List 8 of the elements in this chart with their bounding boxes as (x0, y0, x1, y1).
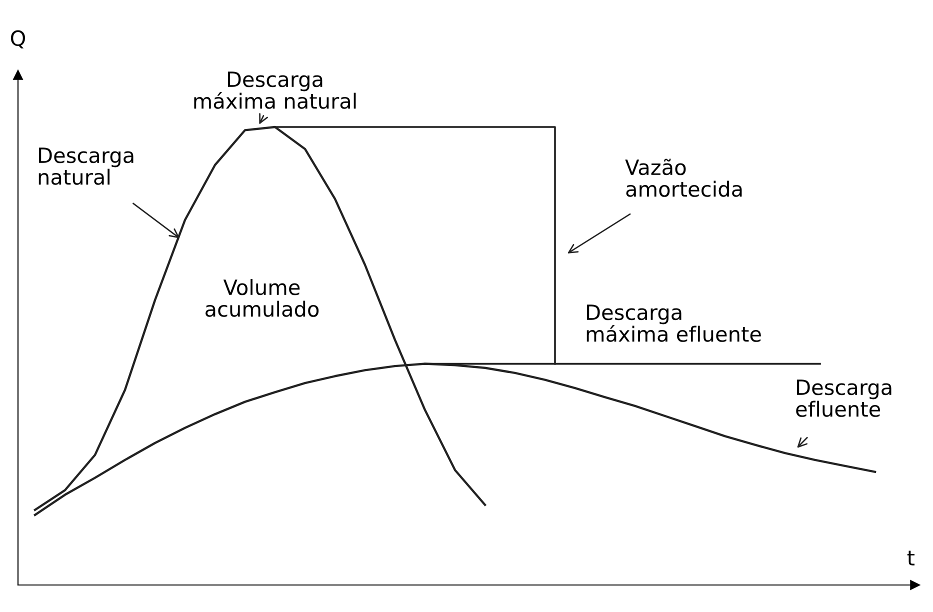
x-axis-title: t (907, 550, 914, 566)
text: Descarga máxima natural (194, 72, 356, 109)
y-axis-title: Q (10, 30, 26, 48)
annotation: Vazão amortecida (625, 158, 742, 197)
annotation: Volume acumulado (206, 279, 319, 317)
annotation: Descarga efluente (796, 380, 892, 417)
annotation: Descarga máxima efluente (586, 304, 761, 342)
annotation: Descarga natural (38, 148, 134, 185)
